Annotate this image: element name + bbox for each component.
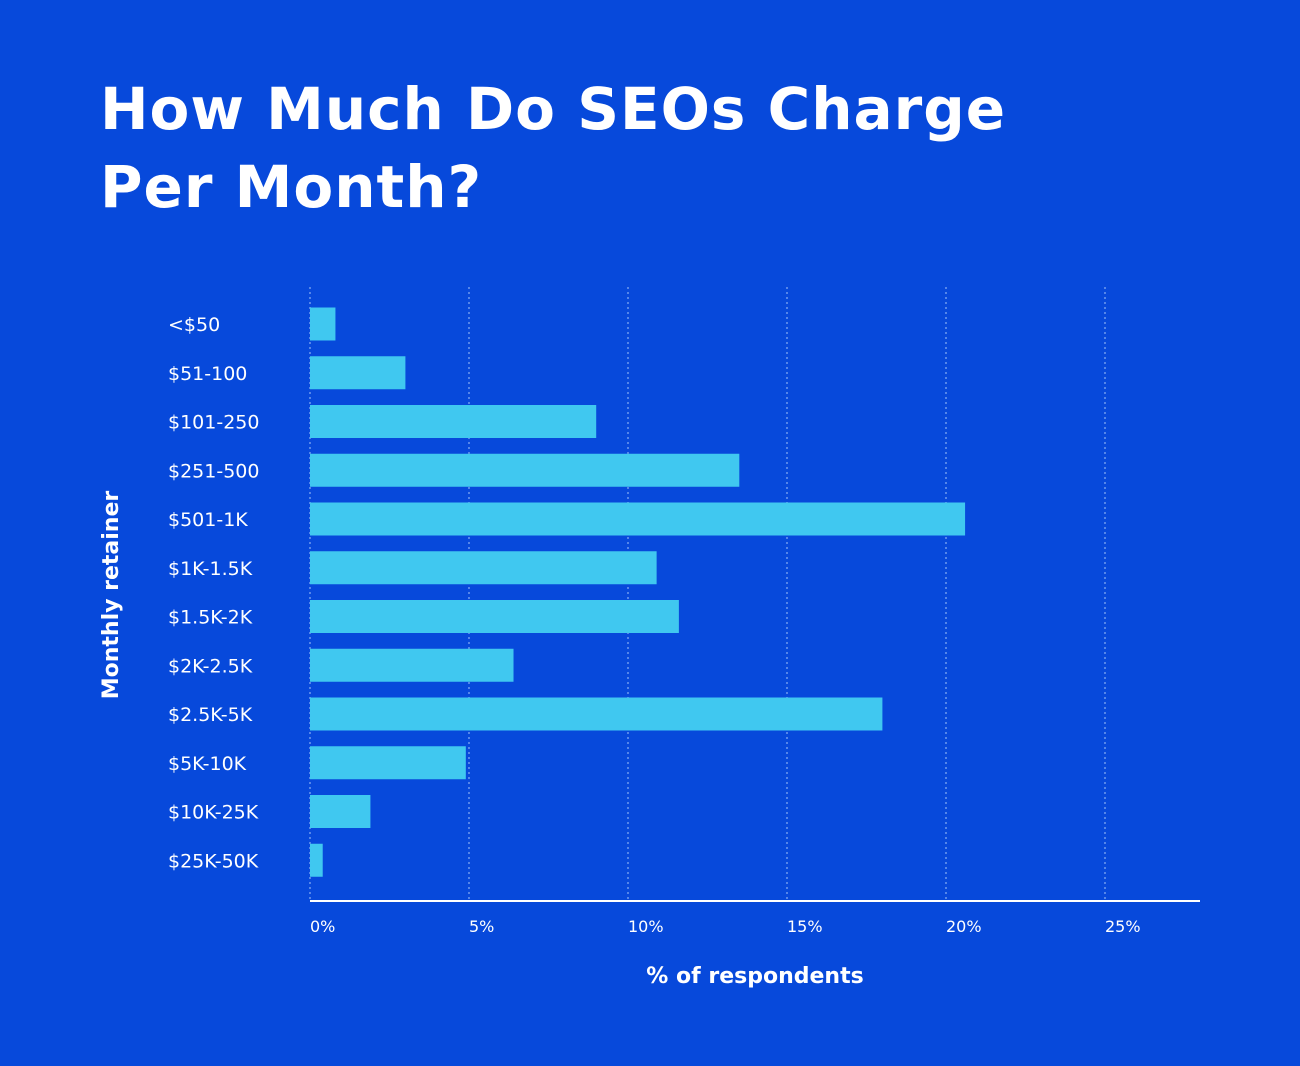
category-label-3: $251-500 [168,460,259,482]
category-label-5: $1K-1.5K [168,558,253,580]
category-label-6: $1.5K-2K [168,607,253,629]
y-axis-label: Monthly retainer [99,491,124,700]
category-label-4: $501-1K [168,509,248,531]
bar-6 [310,600,679,633]
bar-3 [310,453,740,487]
category-label-0: <$50 [168,314,220,336]
x-axis-label: % of respondents [646,964,863,989]
x-tick-label-3: 15% [787,917,823,936]
bars [310,307,966,877]
bar-7 [310,648,514,682]
category-label-9: $5K-10K [168,753,247,775]
bar-10 [310,795,371,828]
category-label-8: $2.5K-5K [168,704,253,726]
bar-11 [310,843,323,877]
x-tick-labels: 0% 5% 10% 15% 20% 25% [310,917,1141,936]
x-tick-label-4: 20% [946,917,982,936]
bar-1 [310,356,406,390]
chart-title-line-2: Per Month? [100,153,483,221]
category-label-1: $51-100 [168,363,247,385]
chart-title-line-1: How Much Do SEOs Charge [100,75,1007,143]
x-tick-label-2: 10% [628,917,664,936]
chart-title: How Much Do SEOs Charge Per Month? [100,70,1100,226]
bar-2 [310,405,597,438]
bar-0 [310,307,336,341]
gridlines [309,287,1106,901]
bar-5 [310,551,657,585]
bar-4 [310,502,966,536]
category-labels: <$50 $51-100 $101-250 $251-500 $501-1K $1K-1.… [168,314,259,872]
x-tick-label-5: 25% [1105,917,1141,936]
category-label-10: $10K-25K [168,802,259,824]
category-label-2: $101-250 [168,412,259,434]
x-tick-label-0: 0% [310,917,335,936]
bar-8 [310,697,883,731]
bar-9 [310,746,466,780]
category-label-11: $25K-50K [168,850,259,872]
category-label-7: $2K-2.5K [168,655,253,677]
x-tick-label-1: 5% [469,917,494,936]
